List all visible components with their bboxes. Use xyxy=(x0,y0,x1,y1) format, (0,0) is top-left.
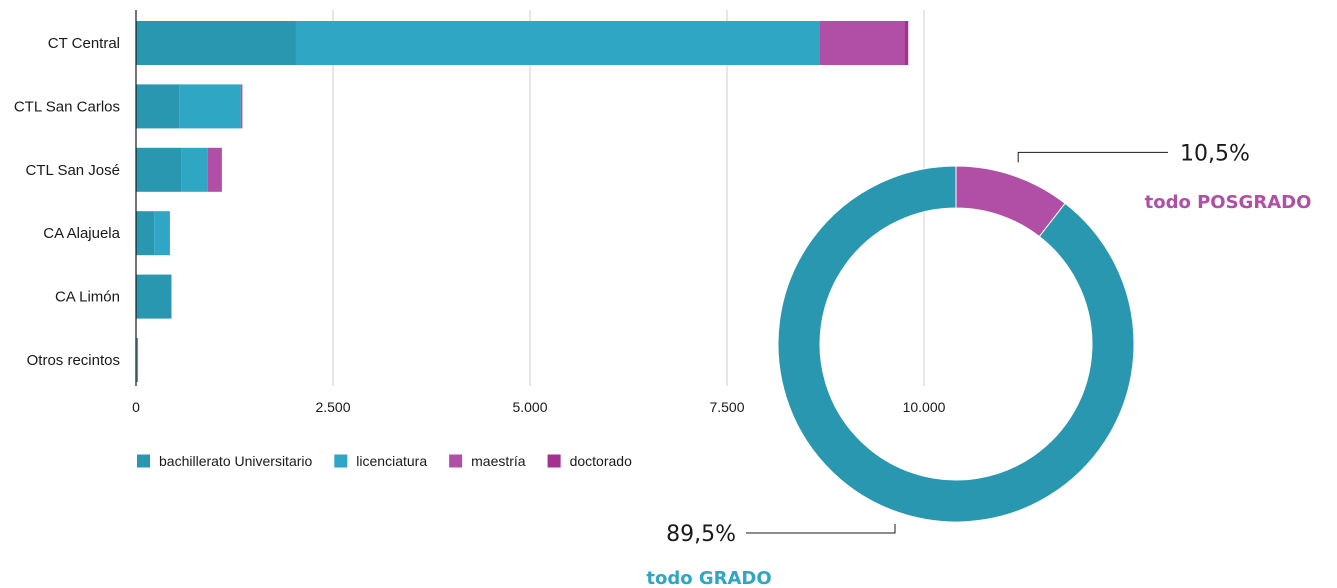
legend-swatch-maestria xyxy=(449,454,463,468)
callout-label-todo-grado: todo GRADO xyxy=(646,568,771,588)
legend-label-maestria: maestría xyxy=(471,453,526,469)
x-tick-label-10-000: 10.000 xyxy=(903,399,946,415)
donut-chart: 10,5% todo POSGRADO 89,5% todo GRADO xyxy=(646,141,1311,588)
donut-slice-todo-grado xyxy=(777,165,1135,523)
x-tick-label-2-500: 2.500 xyxy=(315,399,350,415)
gridlines xyxy=(332,10,925,386)
callout-line-todo-grado xyxy=(746,524,896,534)
bar-ctl-san-jose-maestria xyxy=(207,147,222,192)
x-tick-label-7-500: 7.500 xyxy=(709,399,744,415)
bar-ca-limon-bachillerato-universitario xyxy=(136,274,172,319)
bar-ct-central-doctorado xyxy=(904,21,909,65)
bar-ca-alajuela-licenciatura xyxy=(154,211,170,256)
bar-ctl-san-carlos-bachillerato-universitario xyxy=(136,84,180,129)
callout-percent-todo-grado: 89,5% xyxy=(666,522,736,547)
bar-ct-central-bachillerato-universitario xyxy=(136,21,296,65)
bar-otros-recintos-licenciatura xyxy=(136,338,138,382)
legend-swatch-bachillerato-universitario xyxy=(137,454,150,468)
callout-label-todo-posgrado: todo POSGRADO xyxy=(1145,192,1312,213)
bar-ct-central-licenciatura xyxy=(295,21,820,65)
category-labels: CT Central CTL San Carlos CTL San José CA A… xyxy=(14,35,121,369)
legend: bachillerato Universitario licenciatura ma… xyxy=(137,453,632,469)
callout-percent-todo-posgrado: 10,5% xyxy=(1180,141,1250,166)
category-label-ctl-san-carlos: CTL San Carlos xyxy=(14,98,120,115)
x-tick-label-5-000: 5.000 xyxy=(512,399,547,415)
donut-slices xyxy=(777,165,1135,523)
category-label-otros-recintos: Otros recintos xyxy=(27,352,120,369)
bar-ctl-san-jose-bachillerato-universitario xyxy=(136,147,182,192)
category-label-ca-alajuela: CA Alajuela xyxy=(43,225,120,242)
bar-ca-alajuela-maestria xyxy=(169,211,170,256)
legend-label-licenciatura: licenciatura xyxy=(356,453,427,469)
legend-label-bachillerato-universitario: bachillerato Universitario xyxy=(159,453,313,469)
legend-swatch-doctorado xyxy=(547,454,561,468)
stacked-bar-chart: CT Central CTL San Carlos CTL San José CA A… xyxy=(14,10,946,469)
bar-otros-recintos-maestria xyxy=(137,338,139,382)
bar-ctl-san-jose-licenciatura xyxy=(181,147,208,192)
x-tick-label-0: 0 xyxy=(132,399,140,415)
bar-ctl-san-carlos-licenciatura xyxy=(179,84,241,129)
callout-line-todo-posgrado xyxy=(1017,151,1168,163)
donut-callouts: 10,5% todo POSGRADO 89,5% todo GRADO xyxy=(646,141,1311,588)
legend-swatch-licenciatura xyxy=(334,454,348,468)
bars xyxy=(136,21,909,382)
bar-ctl-san-carlos-maestria xyxy=(240,84,243,129)
bar-ct-central-maestria xyxy=(819,21,905,65)
x-tick-labels: 0 2.500 5.000 7.500 10.000 xyxy=(132,399,946,415)
category-label-ca-limon: CA Limón xyxy=(55,289,120,306)
category-label-ctl-san-jose: CTL San José xyxy=(26,162,121,179)
legend-label-doctorado: doctorado xyxy=(570,453,632,469)
category-label-ct-central: CT Central xyxy=(48,35,120,52)
bar-ca-alajuela-bachillerato-universitario xyxy=(136,211,155,256)
